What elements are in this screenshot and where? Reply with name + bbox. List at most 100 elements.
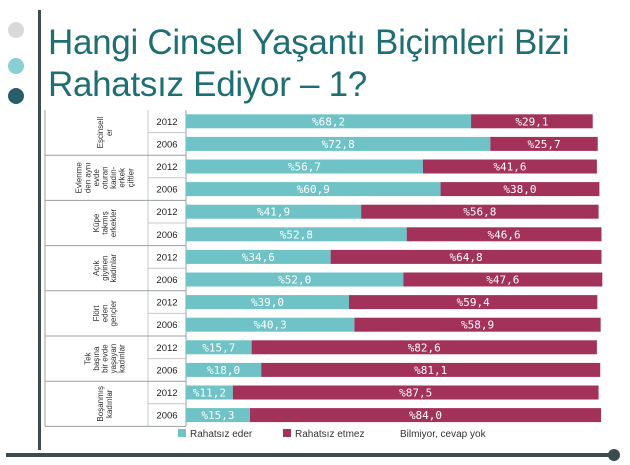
year-label: 2012 bbox=[156, 252, 177, 263]
grey-dot bbox=[8, 22, 24, 38]
bar-rahatsiz-eder bbox=[186, 272, 404, 287]
category-label-line: Boşanmış bbox=[96, 386, 105, 422]
bar-rahatsiz-etmez bbox=[406, 227, 602, 242]
category-label: Boşanmışkadınlar bbox=[96, 386, 114, 422]
category-label-line: kadın- bbox=[109, 166, 118, 189]
bar-rahatsiz-etmez bbox=[471, 114, 593, 129]
bar-rahatsiz-etmez bbox=[361, 204, 599, 219]
data-label-rahatsiz-eder: %40,3 bbox=[254, 319, 287, 332]
year-label: 2006 bbox=[156, 411, 177, 422]
data-label-rahatsiz-eder: %60,9 bbox=[297, 183, 330, 196]
data-label-rahatsiz-eder: %18,0 bbox=[207, 364, 240, 377]
bar-rahatsiz-eder bbox=[186, 227, 407, 242]
data-label-rahatsiz-eder: %11,2 bbox=[193, 387, 226, 400]
category-label-line: Açık bbox=[92, 259, 101, 276]
bar-rahatsiz-eder bbox=[186, 159, 424, 174]
category-label: Evlenmeden aynıevdeoturankadın-erkekçift… bbox=[75, 162, 136, 194]
slide-title: Hangi Cinsel Yaşantı Biçimleri Bizi Raha… bbox=[48, 22, 618, 106]
year-label: 2006 bbox=[156, 230, 177, 241]
data-label-rahatsiz-eder: %15,7 bbox=[202, 341, 235, 354]
category-label-line: Flört bbox=[92, 305, 101, 322]
bar-rahatsiz-eder bbox=[186, 295, 350, 310]
bar-rahatsiz-eder bbox=[186, 385, 233, 400]
data-label-rahatsiz-etmez: %41,6 bbox=[493, 161, 526, 174]
category-label: Flörtedengençler bbox=[92, 300, 118, 327]
vertical-divider bbox=[38, 10, 41, 450]
legend-label: Bilmiyor, cevap yok bbox=[400, 429, 487, 440]
year-label: 2012 bbox=[156, 343, 177, 354]
category-label-line: kadınlar bbox=[105, 389, 114, 418]
bar-rahatsiz-etmez bbox=[261, 362, 601, 377]
category-label-line: takmış bbox=[101, 211, 110, 235]
year-label: 2012 bbox=[156, 298, 177, 309]
data-label-rahatsiz-etmez: %87,5 bbox=[399, 387, 432, 400]
bottom-divider bbox=[6, 453, 614, 457]
data-label-rahatsiz-eder: %52,8 bbox=[280, 228, 313, 241]
data-label-rahatsiz-eder: %41,9 bbox=[257, 206, 290, 219]
year-label: 2006 bbox=[156, 275, 177, 286]
data-label-rahatsiz-etmez: %64,8 bbox=[449, 251, 482, 264]
data-label-rahatsiz-etmez: %82,6 bbox=[408, 341, 441, 354]
bar-rahatsiz-etmez bbox=[251, 340, 597, 355]
category-label-line: Evlenme bbox=[75, 162, 84, 194]
year-label: 2012 bbox=[156, 117, 177, 128]
category-label-line: Tek bbox=[83, 351, 92, 364]
bar-rahatsiz-eder bbox=[186, 182, 441, 197]
bar-rahatsiz-etmez bbox=[330, 249, 602, 264]
year-label: 2006 bbox=[156, 139, 177, 150]
legend-swatch bbox=[283, 429, 291, 437]
bar-rahatsiz-etmez bbox=[440, 182, 600, 197]
legend-label: Rahatsız eder bbox=[190, 429, 253, 440]
bar-rahatsiz-eder bbox=[186, 362, 262, 377]
category-label-line: bir evde bbox=[101, 344, 110, 373]
data-label-rahatsiz-eder: %15,3 bbox=[201, 409, 234, 422]
legend-label: Rahatsız etmez bbox=[295, 429, 364, 440]
data-label-rahatsiz-etmez: %59,4 bbox=[457, 296, 490, 309]
category-label-line: erkek bbox=[118, 167, 127, 188]
data-label-rahatsiz-eder: %39,0 bbox=[251, 296, 284, 309]
data-label-rahatsiz-etmez: %47,6 bbox=[486, 274, 519, 287]
data-label-rahatsiz-eder: %56,7 bbox=[288, 161, 321, 174]
year-label: 2006 bbox=[156, 320, 177, 331]
data-label-rahatsiz-etmez: %81,1 bbox=[414, 364, 447, 377]
year-label: 2012 bbox=[156, 388, 177, 399]
bar-rahatsiz-etmez bbox=[349, 295, 598, 310]
category-label-line: gençler bbox=[109, 300, 118, 327]
data-label-rahatsiz-eder: %34,6 bbox=[242, 251, 275, 264]
bar-rahatsiz-etmez bbox=[249, 408, 602, 423]
year-label: 2012 bbox=[156, 162, 177, 173]
data-label-rahatsiz-etmez: %46,6 bbox=[488, 228, 521, 241]
category-label-line: Eşcinsell bbox=[96, 117, 105, 149]
year-label: 2006 bbox=[156, 185, 177, 196]
category-label: Tekbaşınabir evdeyaşayankadınlar bbox=[83, 344, 126, 374]
category-label-line: Küpe bbox=[92, 213, 101, 232]
bar-rahatsiz-etmez bbox=[354, 317, 601, 332]
category-label: Eşcinseller bbox=[96, 117, 114, 149]
bar-rahatsiz-etmez bbox=[423, 159, 597, 174]
bar-rahatsiz-eder bbox=[186, 317, 355, 332]
category-label-line: kadınlar bbox=[118, 344, 127, 373]
bar-rahatsiz-etmez bbox=[490, 136, 598, 151]
data-label-rahatsiz-etmez: %29,1 bbox=[515, 115, 548, 128]
category-label: Açıkgiyinenkadınlar bbox=[92, 254, 118, 283]
data-label-rahatsiz-eder: %72,8 bbox=[322, 138, 355, 151]
data-label-rahatsiz-etmez: %25,7 bbox=[527, 138, 560, 151]
category-label-line: giyinen bbox=[101, 256, 110, 281]
category-label-line: çiftler bbox=[126, 168, 135, 187]
bar-rahatsiz-eder bbox=[186, 249, 331, 264]
category-label-line: yaşayan bbox=[109, 344, 118, 374]
category-label-line: evde bbox=[92, 169, 101, 187]
category-label-line: oturan bbox=[101, 166, 110, 189]
category-label-line: eden bbox=[101, 305, 110, 323]
category-label-line: er bbox=[105, 129, 114, 136]
data-label-rahatsiz-etmez: %38,0 bbox=[503, 183, 536, 196]
bar-rahatsiz-eder bbox=[186, 408, 250, 423]
category-label-line: erkekler bbox=[109, 208, 118, 237]
teal-dot bbox=[8, 58, 24, 74]
category-label-line: den aynı bbox=[83, 162, 92, 193]
year-label: 2006 bbox=[156, 365, 177, 376]
slide-title-line-2: Rahatsız Ediyor – 1? bbox=[48, 65, 367, 104]
data-label-rahatsiz-eder: %68,2 bbox=[312, 115, 345, 128]
bar-rahatsiz-etmez bbox=[403, 272, 603, 287]
bar-rahatsiz-eder bbox=[186, 340, 252, 355]
